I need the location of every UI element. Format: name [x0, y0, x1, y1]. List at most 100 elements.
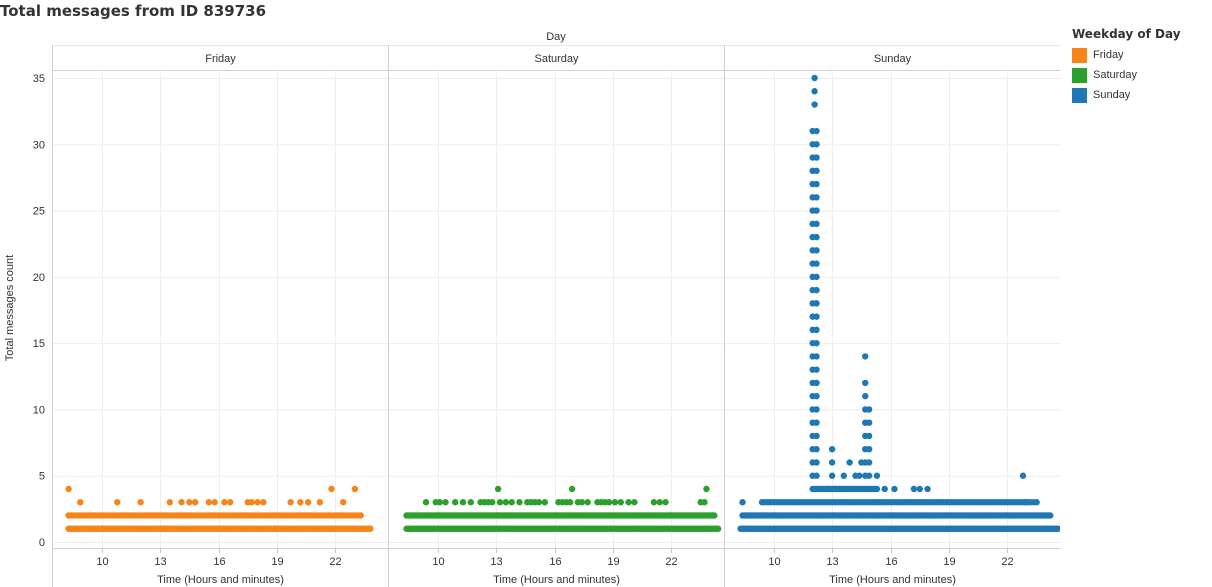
- data-point: [1047, 512, 1054, 519]
- panel-saturday: 10 13 16 19 22 Saturday Time (Hours and minute…: [388, 45, 724, 587]
- data-point: [166, 499, 174, 506]
- legend-item-friday[interactable]: Friday: [1072, 45, 1181, 65]
- data-point: [260, 499, 267, 506]
- chart-title: Total messages from ID 839736: [0, 2, 267, 20]
- data-point: [1054, 525, 1060, 532]
- data-point: [711, 512, 718, 519]
- data-point: [662, 499, 669, 506]
- data-point: [248, 499, 255, 506]
- x-tick-label: 16: [213, 556, 225, 568]
- data-point: [494, 485, 502, 493]
- data-point: [828, 459, 836, 466]
- y-tick-label: 5: [39, 471, 45, 483]
- data-point: [304, 499, 312, 506]
- data-point: [836, 485, 844, 493]
- x-axis-label: Time (Hours and minutes): [157, 574, 284, 586]
- data-point: [813, 194, 820, 201]
- data-point: [865, 432, 873, 440]
- data-point: [813, 273, 820, 281]
- legend-item-saturday[interactable]: Saturday: [1072, 65, 1181, 85]
- legend-item-sunday[interactable]: Sunday: [1072, 85, 1181, 105]
- data-point: [813, 247, 820, 254]
- data-point: [865, 472, 873, 479]
- data-point: [813, 379, 820, 387]
- y-tick-label: 0: [39, 537, 45, 549]
- x-tick-label: 16: [885, 556, 897, 568]
- y-tick-label: 25: [33, 206, 45, 218]
- legend: Weekday of Day Friday Saturday Sunday: [1072, 27, 1181, 105]
- data-point: [541, 499, 549, 506]
- legend-title: Weekday of Day: [1072, 27, 1181, 41]
- data-point: [813, 154, 820, 161]
- data-point: [297, 499, 304, 506]
- legend-swatch-friday: [1072, 47, 1087, 63]
- data-point: [813, 141, 820, 148]
- data-point: [813, 220, 820, 228]
- legend-label-saturday: Saturday: [1093, 69, 1138, 81]
- data-point: [813, 207, 820, 214]
- data-point: [813, 406, 820, 413]
- x-axis-label: Time (Hours and minutes): [493, 574, 620, 586]
- data-point: [813, 446, 820, 453]
- data-point: [862, 353, 869, 360]
- y-tick-label: 20: [33, 272, 45, 284]
- data-point: [813, 459, 820, 466]
- x-axis-label: Time (Hours and minutes): [829, 574, 956, 586]
- legend-label-sunday: Sunday: [1093, 89, 1131, 101]
- panel-sunday: 10 13 16 19 22 Sunday Time (Hours and minutes): [724, 45, 1060, 587]
- data-point: [605, 499, 613, 506]
- data-point: [254, 499, 261, 506]
- data-point: [340, 499, 347, 506]
- data-point: [328, 485, 335, 493]
- data-point: [496, 499, 504, 506]
- data-point: [811, 101, 818, 108]
- data-point: [625, 499, 632, 506]
- data-point: [316, 499, 324, 506]
- data-point: [865, 459, 873, 466]
- data-point: [813, 353, 820, 360]
- data-point: [211, 499, 218, 506]
- x-tick-label: 13: [826, 556, 838, 568]
- data-point: [873, 472, 881, 479]
- data-point: [1019, 472, 1027, 479]
- data-point: [1023, 499, 1031, 506]
- data-point: [813, 260, 820, 267]
- data-point: [813, 392, 820, 400]
- data-point: [467, 499, 475, 506]
- y-tick-label: 30: [33, 139, 45, 151]
- data-point: [205, 499, 213, 506]
- x-tick-label: 13: [154, 556, 166, 568]
- data-point: [137, 499, 144, 506]
- y-tick-label: 35: [33, 73, 45, 85]
- data-point: [891, 485, 898, 493]
- data-point: [924, 485, 931, 493]
- data-point: [813, 180, 820, 188]
- x-tick-label: 10: [432, 556, 444, 568]
- data-point: [813, 313, 820, 320]
- data-point: [442, 499, 449, 506]
- data-point: [813, 127, 820, 135]
- data-point: [656, 499, 663, 506]
- data-point: [813, 366, 820, 373]
- x-tick-label: 19: [943, 556, 955, 568]
- data-point: [502, 499, 510, 506]
- data-point: [535, 499, 543, 506]
- column-header: Day: [546, 31, 566, 43]
- data-point: [862, 379, 869, 387]
- data-point: [865, 419, 873, 426]
- x-tick-label: 19: [271, 556, 283, 568]
- data-point: [568, 485, 576, 493]
- data-point: [910, 485, 918, 493]
- data-point: [351, 485, 359, 493]
- data-point: [178, 499, 185, 506]
- data-point: [846, 459, 853, 466]
- data-point: [566, 499, 574, 506]
- data-point: [813, 472, 820, 479]
- x-tick-label: 10: [96, 556, 108, 568]
- data-point: [811, 88, 818, 95]
- data-point: [617, 499, 624, 506]
- data-point: [436, 499, 443, 506]
- data-point: [813, 233, 820, 241]
- data-point: [813, 167, 820, 174]
